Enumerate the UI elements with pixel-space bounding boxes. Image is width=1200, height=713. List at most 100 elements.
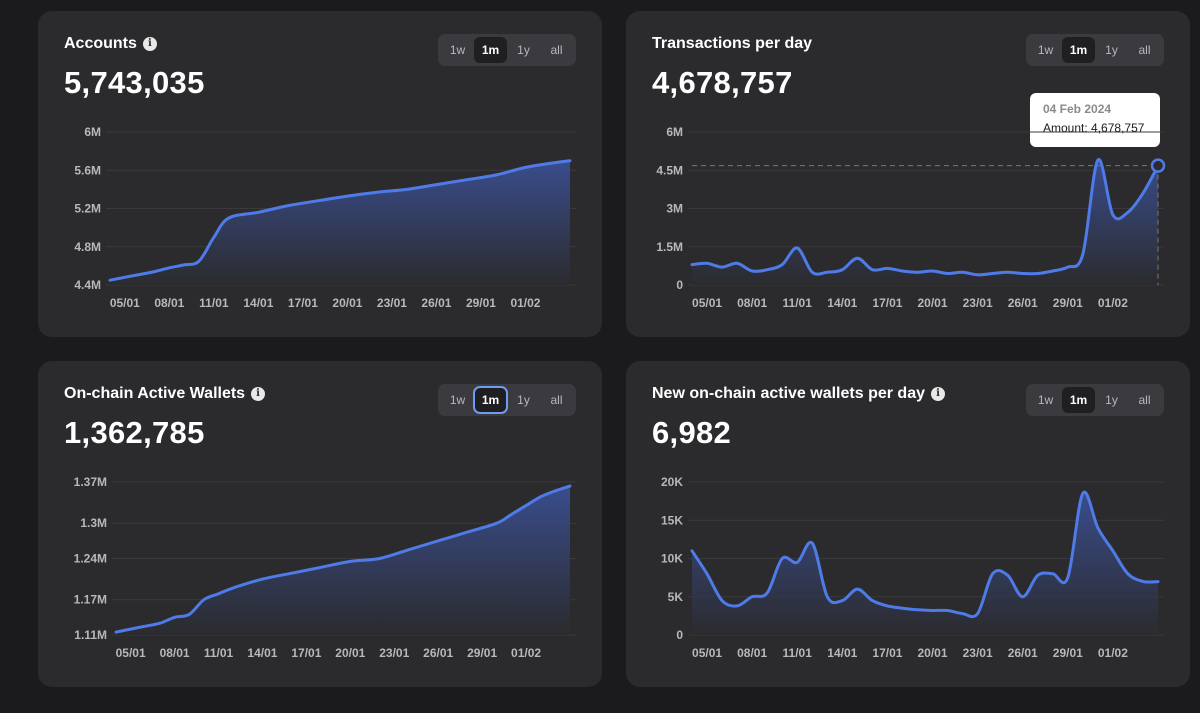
y-tick-label: 1.3M: [80, 516, 107, 530]
x-tick-label: 20/01: [918, 646, 948, 660]
y-tick-label: 1.24M: [74, 552, 107, 566]
x-tick-label: 17/01: [291, 646, 321, 660]
card-title-text: New on-chain active wallets per day: [652, 385, 925, 402]
y-tick-label: 1.11M: [74, 628, 107, 642]
x-tick-label: 20/01: [335, 646, 365, 660]
chart-svg: 1.11M 1.17M 1.24M 1.3M 1.37M 05/01 08/01 11/01 1…: [74, 475, 576, 660]
series-area: [116, 486, 570, 635]
range-button-1w[interactable]: 1w: [449, 43, 466, 57]
x-tick-label: 29/01: [466, 296, 496, 310]
y-tick-label: 20K: [661, 475, 683, 489]
y-tick-label: 5.6M: [74, 163, 101, 177]
x-tick-label: 11/01: [783, 296, 813, 310]
info-icon[interactable]: i: [930, 387, 945, 401]
x-tick-label: 11/01: [204, 646, 234, 660]
range-selector: 1w 1m 1y all: [1026, 34, 1164, 66]
y-tick-label: 4.8M: [74, 240, 101, 254]
x-tick-label: 14/01: [247, 646, 277, 660]
card-title-text: On-chain Active Wallets: [64, 385, 246, 402]
y-tick-label: 4.4M: [74, 278, 101, 292]
x-tick-label: 01/02: [1098, 296, 1128, 310]
x-tick-label: 17/01: [872, 296, 902, 310]
range-button-1w[interactable]: 1w: [1037, 43, 1054, 57]
chart-svg: 0 5K 10K 15K 20K 05/01 08/01 11/01 14/01 17/01 20/…: [661, 475, 1164, 660]
x-tick-label: 29/01: [467, 646, 497, 660]
x-tick-label: 11/01: [783, 646, 813, 660]
active-wallets-card: On-chain Active Wallets i 1,362,785 1w 1m 1y a…: [38, 361, 602, 687]
y-tick-label: 1.5M: [656, 240, 683, 254]
series-area: [692, 492, 1158, 635]
x-tick-label: 14/01: [827, 296, 857, 310]
hover-point[interactable]: [1150, 158, 1166, 173]
y-tick-label: 6M: [666, 125, 683, 139]
range-button-all[interactable]: all: [1138, 43, 1151, 57]
x-tick-label: 08/01: [737, 646, 767, 660]
x-tick-label: 20/01: [918, 296, 948, 310]
range-button-1y[interactable]: 1y: [517, 393, 530, 407]
info-icon[interactable]: i: [251, 387, 266, 401]
x-tick-label: 01/02: [510, 296, 540, 310]
x-tick-label: 20/01: [332, 296, 362, 310]
x-tick-label: 29/01: [1053, 296, 1083, 310]
y-tick-label: 4.5M: [656, 163, 683, 177]
range-button-all[interactable]: all: [550, 393, 563, 407]
x-tick-label: 23/01: [379, 646, 409, 660]
metric-value: 5,743,035: [64, 65, 205, 100]
range-button-all[interactable]: all: [550, 43, 563, 57]
y-tick-label: 15K: [661, 513, 683, 527]
range-button-1m[interactable]: 1m: [1062, 387, 1095, 413]
x-tick-label: 05/01: [116, 646, 146, 660]
y-tick-label: 5K: [668, 590, 684, 604]
y-tick-label: 3M: [666, 202, 683, 216]
x-tick-label: 08/01: [160, 646, 190, 660]
x-tick-label: 29/01: [1053, 646, 1083, 660]
series-line: [108, 159, 572, 282]
y-tick-label: 6M: [84, 125, 101, 139]
range-selector: 1w 1m 1y all: [1026, 384, 1164, 416]
card-title: Accounts i: [64, 35, 157, 53]
range-button-1m[interactable]: 1m: [1062, 37, 1095, 63]
x-tick-label: 17/01: [288, 296, 318, 310]
range-button-1w[interactable]: 1w: [1037, 393, 1054, 407]
range-button-1m[interactable]: 1m: [474, 37, 507, 63]
chart-tooltip: 04 Feb 2024 Amount: 4,678,757: [1030, 93, 1160, 147]
range-selector: 1w 1m 1y all: [438, 384, 576, 416]
tooltip-date: 04 Feb 2024: [1043, 102, 1112, 116]
x-tick-label: 05/01: [692, 296, 722, 310]
x-tick-label: 23/01: [963, 296, 993, 310]
metric-value: 6,982: [652, 415, 732, 450]
series-line: [690, 158, 1160, 277]
range-button-1y[interactable]: 1y: [1105, 393, 1118, 407]
card-title: New on-chain active wallets per day i: [652, 385, 945, 403]
range-button-1y[interactable]: 1y: [1105, 43, 1118, 57]
x-tick-label: 26/01: [1008, 296, 1038, 310]
x-tick-label: 14/01: [243, 296, 273, 310]
chart-svg: 0 1.5M 3M 4.5M 6M 05/01 08/01 11/01 14/01 17/01 20…: [656, 125, 1166, 310]
x-tick-label: 08/01: [154, 296, 184, 310]
y-tick-label: 10K: [661, 552, 683, 566]
card-title-text: Accounts: [64, 35, 137, 52]
series-line: [114, 484, 572, 634]
range-button-1w[interactable]: 1w: [449, 393, 466, 407]
accounts-card: Accounts i 5,743,035 1w 1m 1y all 4.4M 4.8M 5.2M 5…: [38, 11, 602, 337]
y-tick-label: 1.37M: [74, 475, 107, 489]
info-icon[interactable]: i: [142, 37, 157, 51]
y-tick-label: 0: [676, 628, 683, 642]
card-title-text: Transactions per day: [652, 35, 813, 52]
transactions-card: Transactions per day 4,678,757 1w 1m 1y all 04…: [626, 11, 1190, 337]
chart-svg: 4.4M 4.8M 5.2M 5.6M 6M 05/01 08/01 11/01 14/01 17…: [74, 125, 576, 310]
card-title: Transactions per day: [652, 35, 812, 53]
x-tick-label: 14/01: [827, 646, 857, 660]
range-button-1m[interactable]: 1m: [473, 386, 508, 414]
metric-value: 1,362,785: [64, 415, 205, 450]
range-button-1y[interactable]: 1y: [517, 43, 530, 57]
x-tick-label: 26/01: [1008, 646, 1038, 660]
metric-value: 4,678,757: [652, 65, 793, 100]
x-tick-label: 01/02: [1098, 646, 1128, 660]
range-selector: 1w 1m 1y all: [438, 34, 576, 66]
x-tick-label: 05/01: [692, 646, 722, 660]
x-tick-label: 08/01: [737, 296, 767, 310]
range-button-all[interactable]: all: [1138, 393, 1151, 407]
y-tick-label: 5.2M: [74, 202, 101, 216]
x-tick-label: 26/01: [423, 646, 453, 660]
